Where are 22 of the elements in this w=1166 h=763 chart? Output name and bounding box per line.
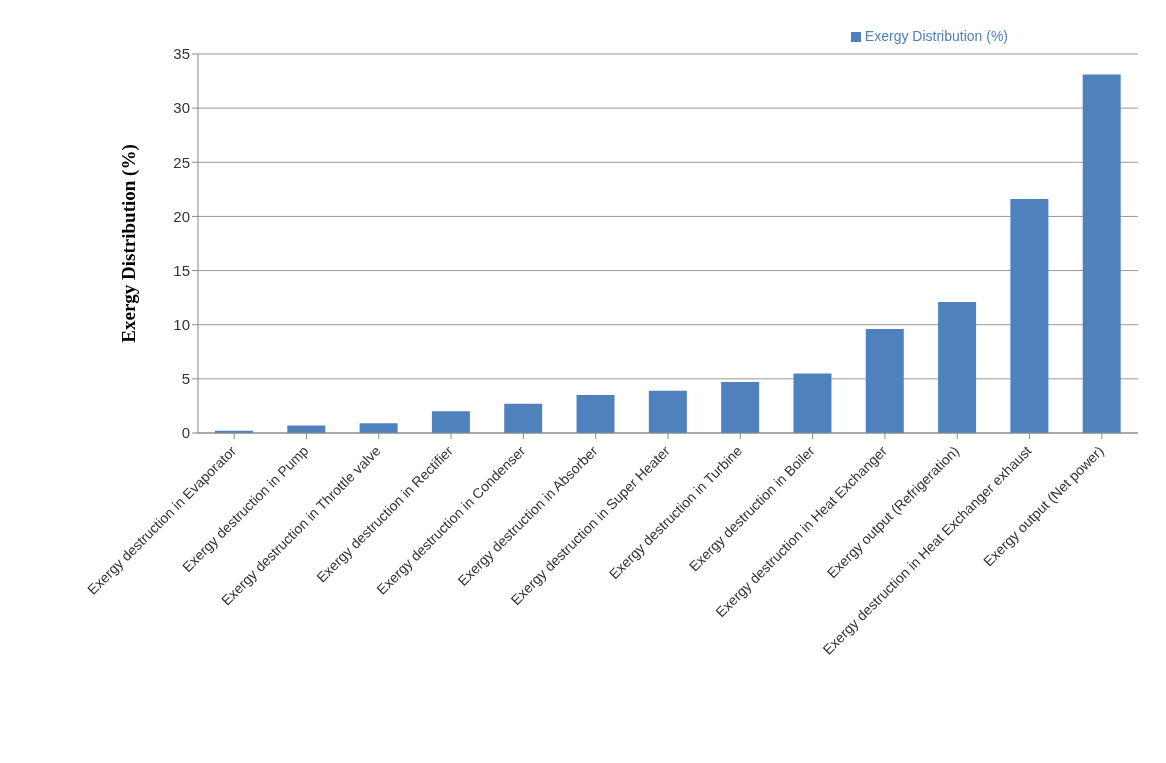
y-tick-label: 35: [173, 45, 190, 63]
bar: [648, 390, 687, 433]
bar: [1010, 199, 1049, 433]
y-tick-label: 30: [173, 99, 190, 117]
y-axis-title: Exergy Distribution (%): [117, 144, 140, 343]
bar: [793, 373, 832, 433]
y-tick-label: 0: [181, 424, 190, 442]
y-tick-label: 25: [173, 153, 190, 171]
legend-label: Exergy Distribution (%): [864, 28, 1008, 44]
bar: [576, 395, 615, 433]
y-tick-label: 10: [173, 316, 190, 334]
bar: [431, 411, 470, 433]
bar: [865, 329, 904, 433]
bar: [938, 301, 977, 433]
y-tick-label: 20: [173, 207, 190, 225]
y-tick-label: 15: [173, 261, 190, 279]
bar: [1082, 74, 1121, 433]
bar: [287, 425, 326, 433]
bar: [359, 423, 398, 433]
bar: [504, 403, 543, 433]
bar: [721, 382, 760, 433]
y-tick-label: 5: [181, 370, 190, 388]
